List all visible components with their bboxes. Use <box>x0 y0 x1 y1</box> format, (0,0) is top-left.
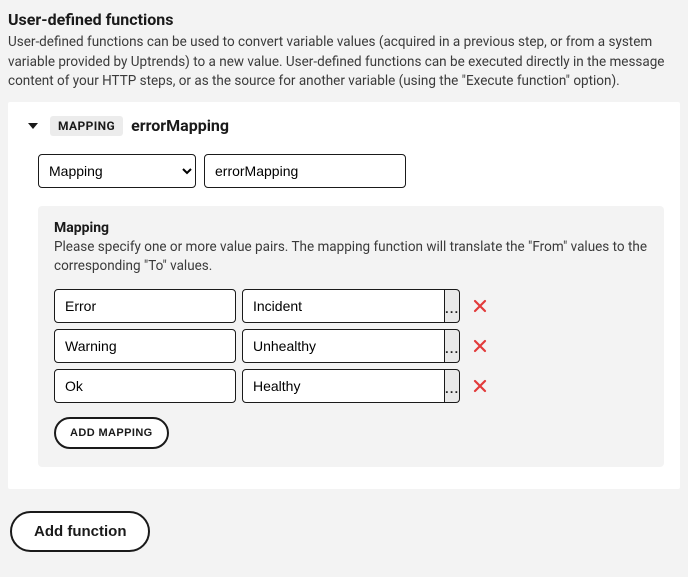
mapping-pair-row: ... <box>54 329 648 363</box>
delete-icon[interactable] <box>472 298 488 314</box>
more-icon[interactable]: ... <box>445 289 460 323</box>
mapping-title: Mapping <box>54 220 648 236</box>
mapping-from-input[interactable] <box>54 289 236 323</box>
add-function-button[interactable]: Add function <box>10 511 150 552</box>
function-name: errorMapping <box>131 116 229 135</box>
mapping-to-wrap: ... <box>242 369 452 403</box>
mapping-description: Please specify one or more value pairs. … <box>54 238 648 276</box>
mapping-to-input[interactable] <box>242 289 445 323</box>
mapping-from-input[interactable] <box>54 329 236 363</box>
card-header: MAPPING errorMapping <box>24 116 664 136</box>
mapping-to-input[interactable] <box>242 329 445 363</box>
more-icon[interactable]: ... <box>445 329 460 363</box>
chevron-down-icon[interactable] <box>24 117 42 135</box>
add-mapping-button[interactable]: ADD MAPPING <box>54 417 169 449</box>
delete-icon[interactable] <box>472 378 488 394</box>
function-card: MAPPING errorMapping Mapping Mapping Ple… <box>8 102 680 490</box>
delete-icon[interactable] <box>472 338 488 354</box>
type-badge: MAPPING <box>50 116 123 136</box>
more-icon[interactable]: ... <box>445 369 460 403</box>
section-description: User-defined functions can be used to co… <box>8 33 680 92</box>
mapping-panel: Mapping Please specify one or more value… <box>38 206 664 468</box>
mapping-pair-row: ... <box>54 289 648 323</box>
mapping-pair-row: ... <box>54 369 648 403</box>
mapping-pairs: ......... <box>54 289 648 403</box>
mapping-from-input[interactable] <box>54 369 236 403</box>
type-select[interactable]: Mapping <box>38 154 196 188</box>
section-title: User-defined functions <box>8 10 680 29</box>
mapping-to-wrap: ... <box>242 329 452 363</box>
function-name-input[interactable] <box>204 154 406 188</box>
type-name-row: Mapping <box>38 154 664 188</box>
mapping-to-input[interactable] <box>242 369 445 403</box>
mapping-to-wrap: ... <box>242 289 452 323</box>
